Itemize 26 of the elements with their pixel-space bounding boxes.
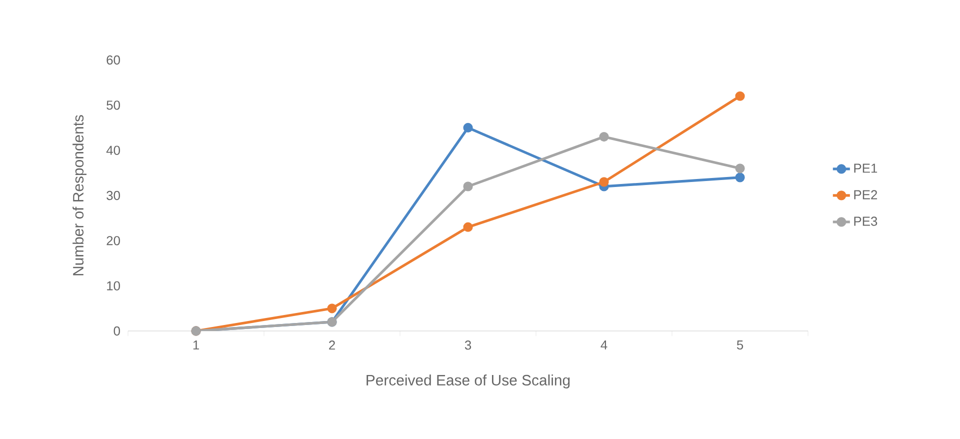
y-tick-label: 20 xyxy=(106,236,120,246)
point xyxy=(327,304,337,314)
legend-label: PE3 xyxy=(854,216,878,226)
x-tick-label: 5 xyxy=(736,340,744,350)
x-tick-label: 4 xyxy=(600,340,608,350)
y-tick-label: 10 xyxy=(107,281,120,290)
point xyxy=(463,122,473,133)
point xyxy=(599,132,609,142)
point xyxy=(735,172,745,182)
point xyxy=(463,222,473,232)
point xyxy=(599,177,609,187)
x-tick-label: 3 xyxy=(464,340,472,350)
y-tick-label: 0 xyxy=(114,326,120,336)
y-tick-label: 60 xyxy=(106,55,120,65)
x-tick-label: 2 xyxy=(329,340,335,350)
y-tick-label: 30 xyxy=(106,190,120,200)
y-tick-label: 50 xyxy=(106,100,120,110)
y-tick-label: 40 xyxy=(106,146,120,155)
x-axis-title: Perceived Ease of Use Scaling xyxy=(366,374,570,388)
point xyxy=(735,164,745,174)
x-tick-label: 1 xyxy=(193,340,199,350)
point xyxy=(463,182,473,192)
legend-label: PE2 xyxy=(854,190,878,200)
legend-label: PE1 xyxy=(854,164,878,173)
point xyxy=(735,91,745,101)
y-axis-title: Number of Respondents xyxy=(72,115,86,276)
